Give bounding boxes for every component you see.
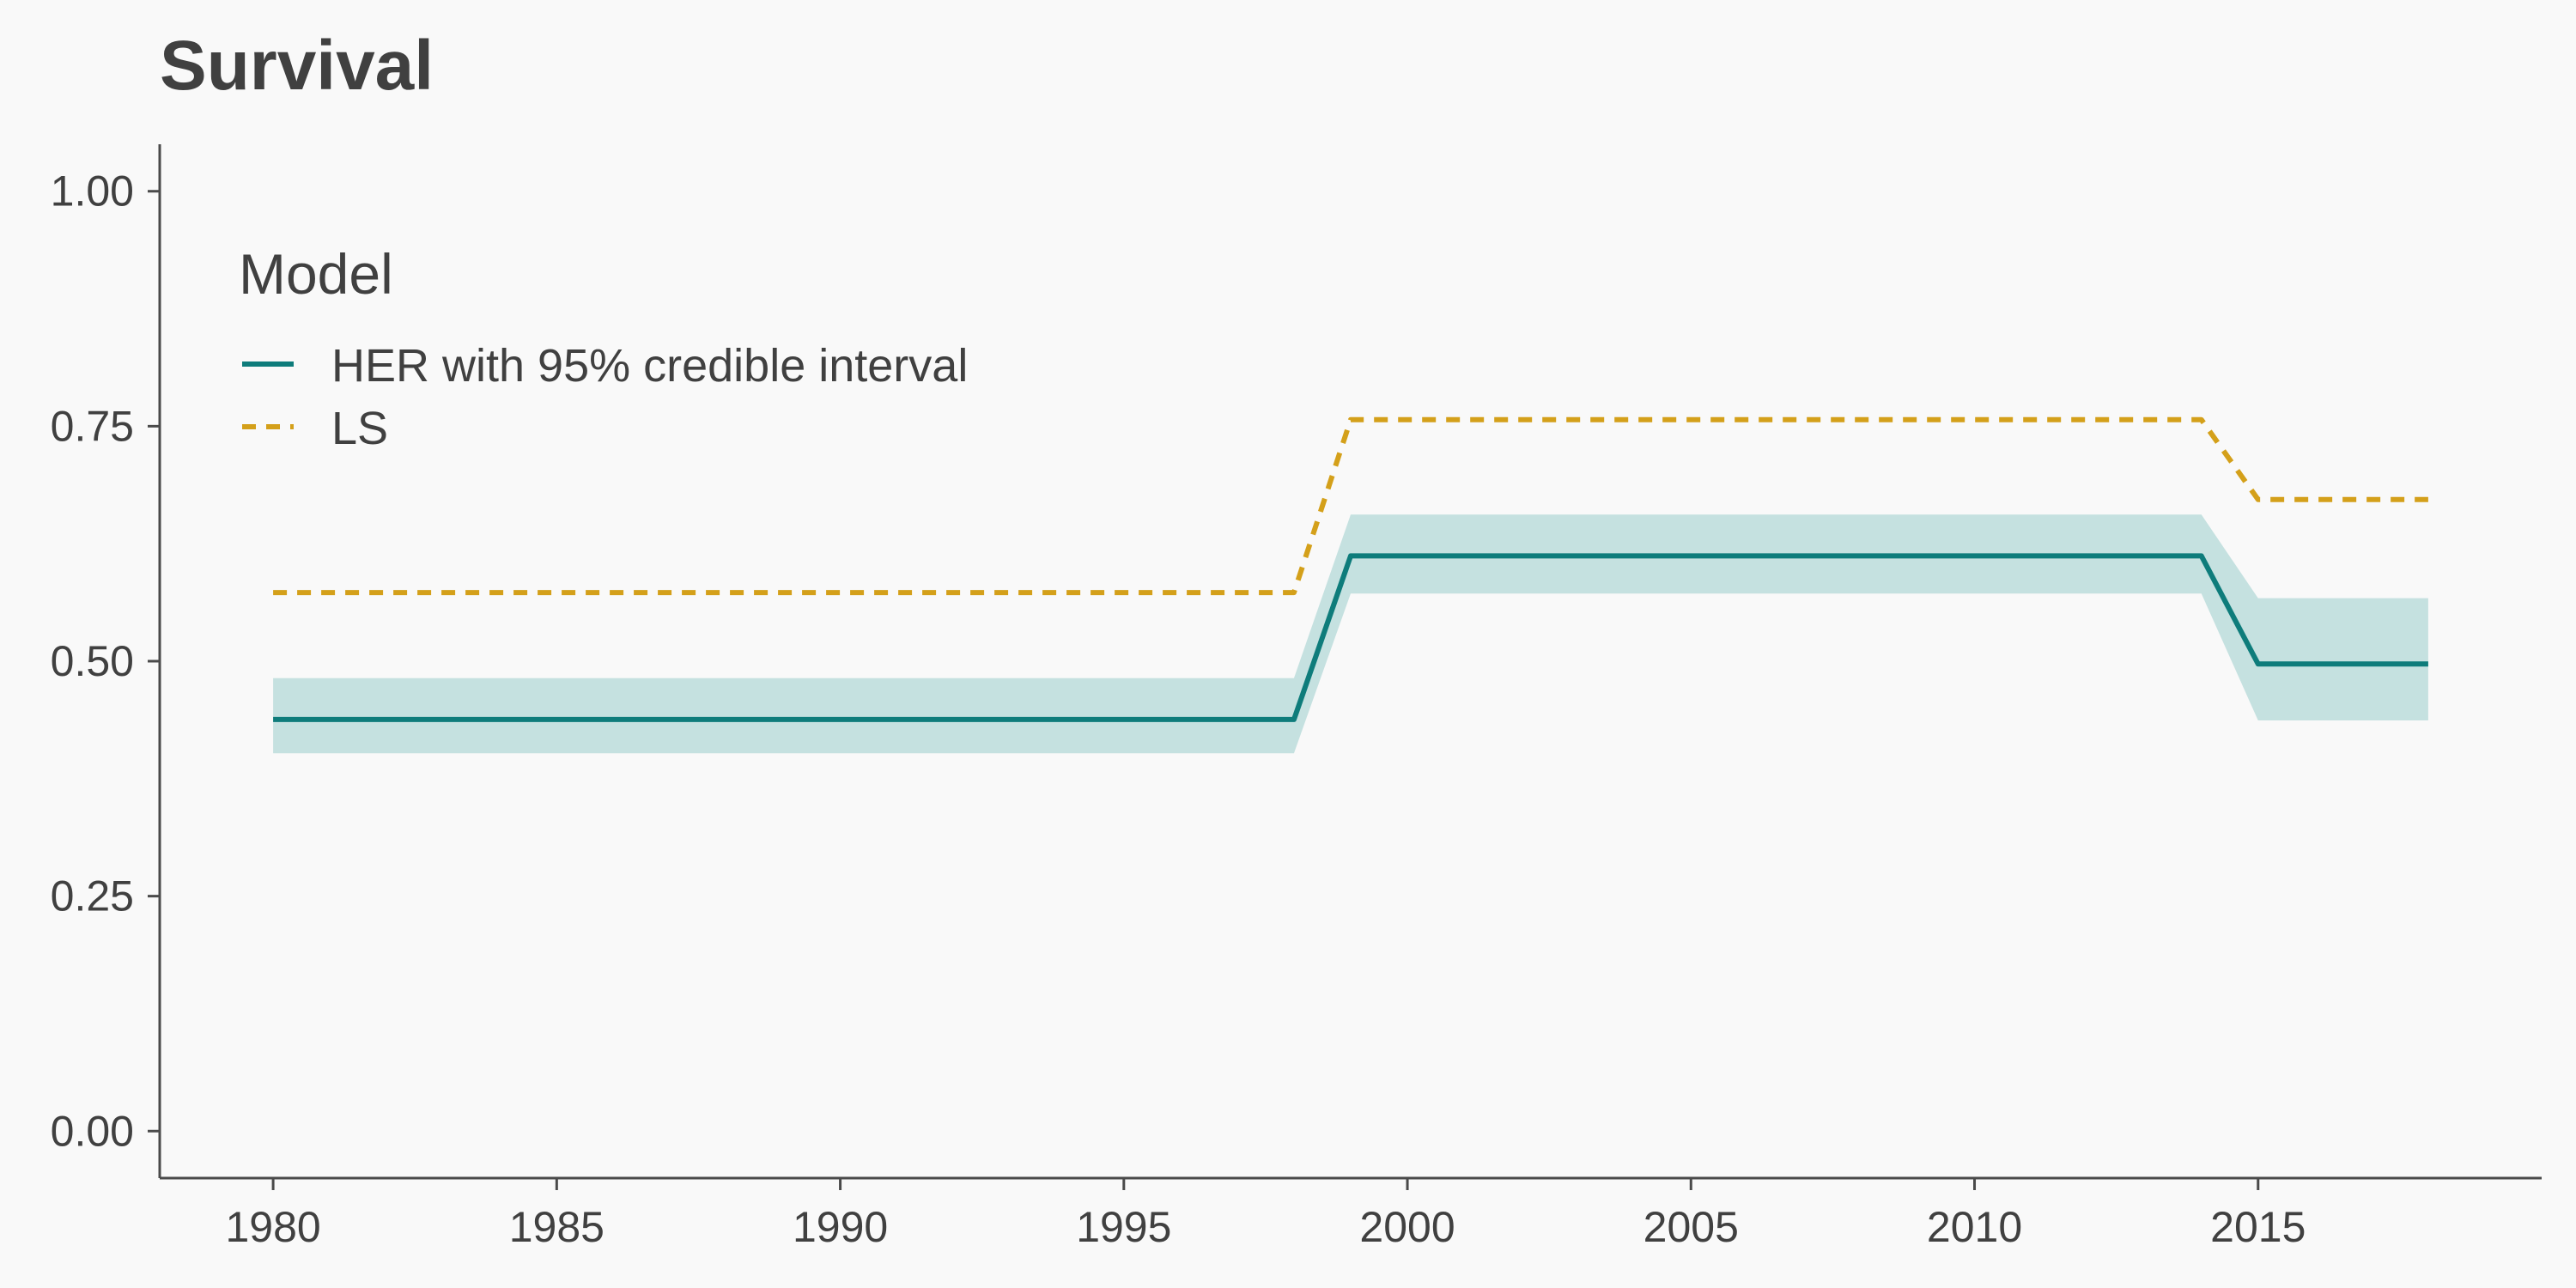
- y-tick-label: 0.00: [51, 1107, 134, 1155]
- y-tick-label: 0.75: [51, 402, 134, 450]
- x-tick-label: 1990: [793, 1203, 888, 1251]
- plot-area: [273, 416, 2428, 754]
- x-tick-label: 1980: [225, 1203, 320, 1251]
- x-tick-label: 2010: [1927, 1203, 2022, 1251]
- legend-label-her: HER with 95% credible interval: [331, 340, 968, 392]
- y-tick-label: 0.50: [51, 637, 134, 685]
- x-axis-ticks: 1980 1985 1990 1995 2000 2005 2010 2015: [225, 1178, 2306, 1251]
- legend-title: Model: [239, 242, 393, 306]
- x-tick-label: 1985: [509, 1203, 605, 1251]
- y-axis-ticks: 0.00 0.25 0.50 0.75 1.00: [51, 167, 160, 1155]
- her-series-line: [273, 553, 2428, 722]
- legend-label-ls: LS: [331, 403, 388, 454]
- credible-interval-band: [273, 514, 2428, 754]
- x-tick-label: 2000: [1359, 1203, 1455, 1251]
- ls-series-line: [273, 416, 2428, 596]
- x-tick-label: 2005: [1643, 1203, 1739, 1251]
- y-tick-label: 1.00: [51, 167, 134, 216]
- series-lines: [273, 416, 2428, 722]
- legend: Model HER with 95% credible interval LS: [239, 242, 968, 454]
- chart-title: Survival: [160, 27, 434, 105]
- y-tick-label: 0.25: [51, 872, 134, 920]
- credible-interval-bands: [273, 514, 2428, 754]
- x-tick-label: 1995: [1076, 1203, 1171, 1251]
- x-tick-label: 2015: [2210, 1203, 2306, 1251]
